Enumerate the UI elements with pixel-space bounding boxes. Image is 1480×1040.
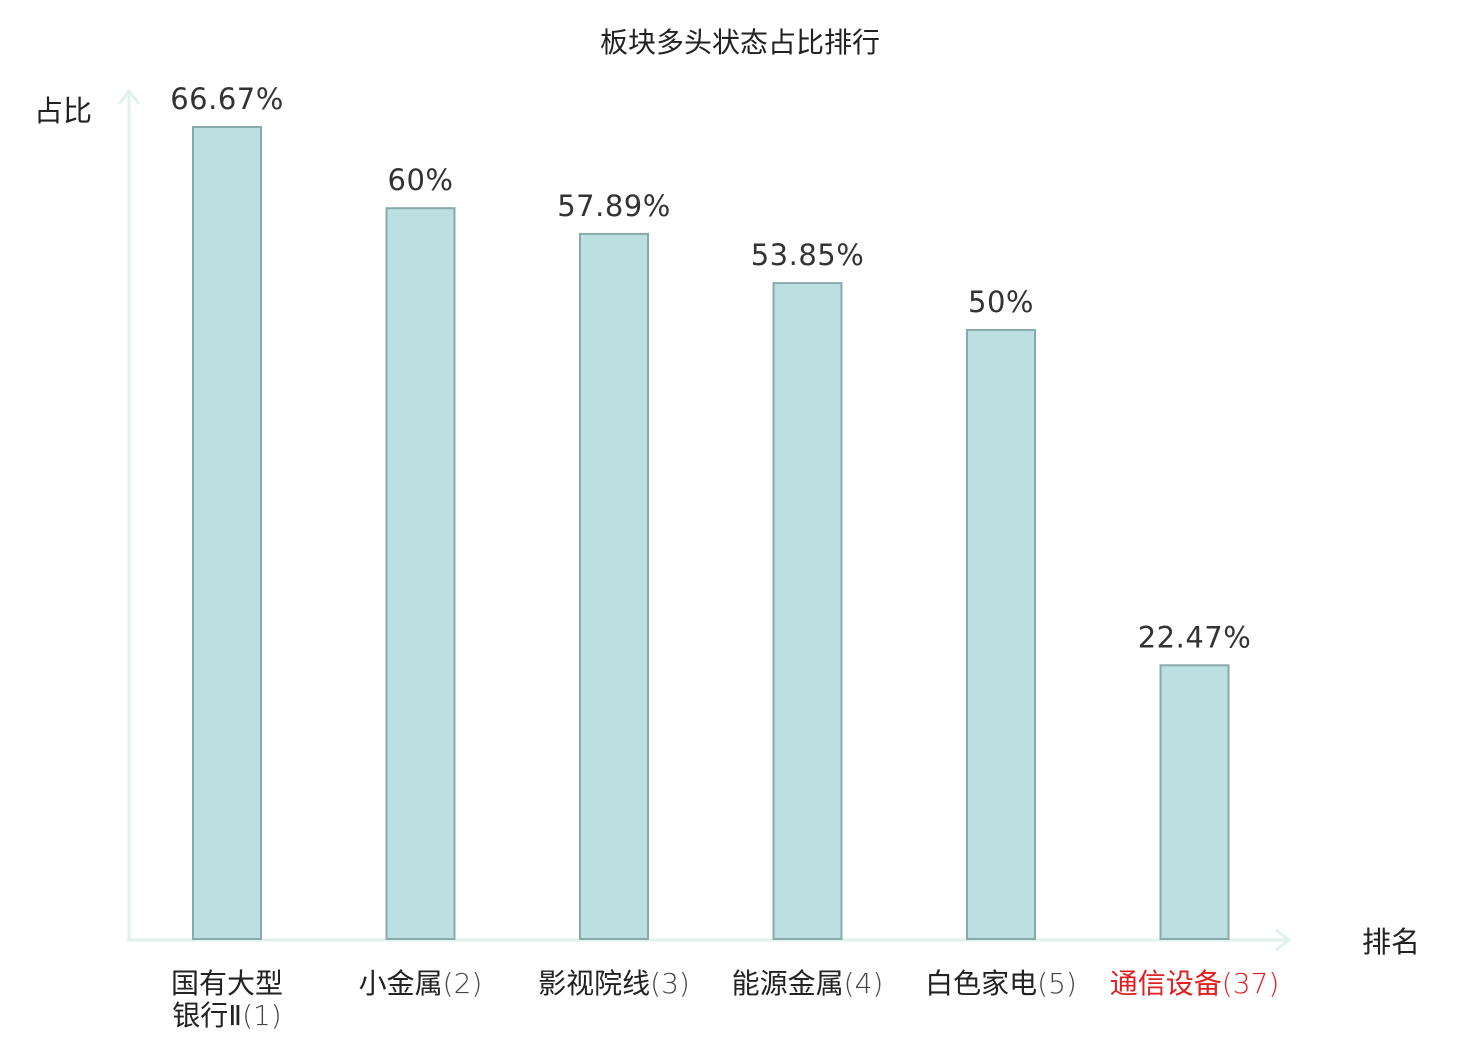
value-label-5: 50% bbox=[968, 285, 1034, 319]
bar-6 bbox=[1159, 664, 1230, 940]
category-label-1-line-1: 国有大型 bbox=[171, 967, 283, 1000]
bars-group bbox=[192, 126, 1230, 941]
bar-3 bbox=[579, 232, 649, 940]
category-name: 银行Ⅱ bbox=[172, 999, 242, 1032]
category-rank: (2) bbox=[443, 967, 483, 1000]
category-name: 通信设备 bbox=[1110, 967, 1222, 1000]
x-axis-arrow bbox=[1275, 928, 1291, 952]
category-label-1-line-2: 银行Ⅱ(1) bbox=[172, 999, 281, 1032]
chart-axes bbox=[117, 89, 1291, 952]
category-label-2-line-1: 小金属(2) bbox=[359, 967, 483, 1000]
category-rank: (5) bbox=[1037, 967, 1077, 1000]
chart-title: 板块多头状态占比排行 bbox=[600, 26, 880, 59]
category-rank: (37) bbox=[1222, 967, 1279, 1000]
category-name: 影视院线 bbox=[538, 967, 650, 1000]
value-label-2: 60% bbox=[388, 163, 454, 197]
category-label-3-line-1: 影视院线(3) bbox=[538, 967, 690, 1000]
bar-1 bbox=[192, 126, 262, 940]
category-name: 国有大型 bbox=[171, 967, 283, 1000]
y-axis-arrow bbox=[117, 89, 141, 105]
category-name: 小金属 bbox=[359, 967, 443, 1000]
category-name: 能源金属 bbox=[732, 967, 844, 1000]
value-label-3: 57.89% bbox=[557, 189, 671, 223]
bar-5 bbox=[966, 329, 1036, 940]
category-rank: (4) bbox=[844, 967, 884, 1000]
bar-4 bbox=[772, 282, 843, 941]
value-label-6: 22.47% bbox=[1138, 620, 1252, 654]
category-rank: (1) bbox=[242, 999, 282, 1032]
bar-2 bbox=[385, 207, 456, 940]
category-rank: (3) bbox=[650, 967, 690, 1000]
category-label-4-line-1: 能源金属(4) bbox=[732, 967, 884, 1000]
value-labels-group: 66.67% 60% 57.89% 53.85% 50% 22.47% bbox=[170, 82, 1251, 654]
value-label-4: 53.85% bbox=[751, 238, 865, 272]
category-name: 白色家电 bbox=[925, 967, 1037, 1000]
value-label-1: 66.67% bbox=[170, 82, 284, 116]
x-axis-label: 排名 bbox=[1362, 925, 1420, 959]
y-axis-label: 占比 bbox=[34, 94, 92, 128]
category-label-5-line-1: 白色家电(5) bbox=[925, 967, 1077, 1000]
category-label-6-line-1: 通信设备(37) bbox=[1110, 967, 1280, 1000]
